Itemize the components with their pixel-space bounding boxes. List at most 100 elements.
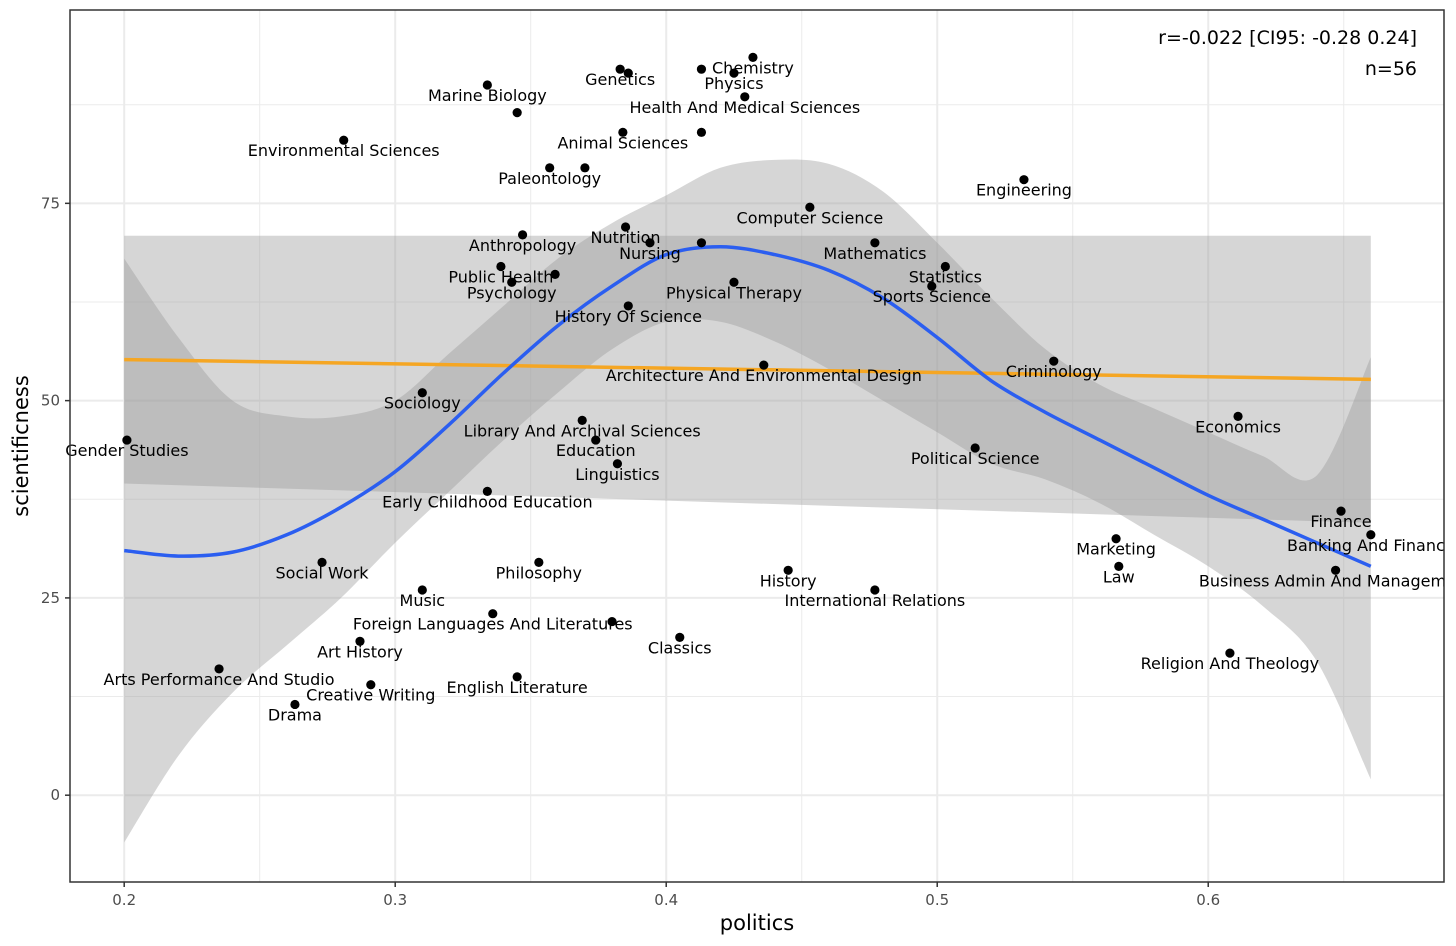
y-tick-label: 75 bbox=[41, 194, 60, 212]
data-point bbox=[550, 269, 560, 279]
x-tick-label: 0.6 bbox=[1196, 891, 1220, 909]
data-point-label: Library And Archival Sciences bbox=[464, 421, 701, 440]
data-point bbox=[512, 672, 522, 682]
data-point bbox=[355, 636, 365, 646]
data-point bbox=[623, 301, 633, 311]
data-point-label: History bbox=[760, 571, 817, 590]
data-point bbox=[417, 585, 427, 595]
data-point bbox=[488, 609, 498, 619]
data-point bbox=[366, 680, 376, 690]
data-point bbox=[545, 163, 555, 173]
data-point bbox=[620, 222, 631, 232]
data-point bbox=[870, 585, 880, 595]
data-point bbox=[591, 435, 601, 445]
data-point bbox=[580, 163, 590, 173]
data-point bbox=[1049, 356, 1059, 366]
data-point-label: Arts Performance And Studio bbox=[104, 670, 335, 689]
data-point bbox=[1336, 506, 1346, 516]
data-point bbox=[507, 277, 517, 287]
data-point bbox=[1019, 175, 1029, 185]
data-point-label: Linguistics bbox=[575, 465, 659, 484]
data-point-label: Psychology bbox=[467, 283, 557, 302]
fit-lines bbox=[124, 244, 1372, 568]
data-point-label: Engineering bbox=[976, 181, 1072, 200]
data-point bbox=[927, 281, 937, 291]
linear-fit-line bbox=[124, 357, 1371, 382]
x-tick-label: 0.3 bbox=[383, 891, 407, 909]
data-point-label: Nutrition bbox=[591, 228, 661, 247]
data-point-label: Foreign Languages And Literatures bbox=[353, 615, 633, 634]
data-point bbox=[534, 557, 544, 567]
x-axis-title: politics bbox=[720, 911, 794, 935]
data-point-label: Sports Science bbox=[873, 287, 991, 306]
data-point-label: Law bbox=[1103, 567, 1135, 586]
data-point-label: Public Health bbox=[448, 267, 553, 286]
data-point bbox=[805, 202, 815, 212]
data-point-label: Creative Writing bbox=[306, 686, 435, 705]
confidence-bands bbox=[124, 159, 1371, 843]
data-point bbox=[748, 52, 758, 62]
data-point-label: Business Admin And Management bbox=[1199, 571, 1456, 590]
data-point bbox=[612, 459, 623, 469]
data-point-label: Banking And Finance bbox=[1287, 536, 1455, 555]
annotations: r=-0.022 [CI95: -0.28 0.24] n=56 bbox=[1158, 27, 1417, 80]
data-point-label: International Relations bbox=[785, 591, 966, 610]
data-point-label: Gender Studies bbox=[65, 441, 188, 460]
data-point bbox=[290, 699, 300, 710]
data-point bbox=[214, 664, 224, 674]
data-point bbox=[1366, 530, 1376, 540]
grid-lines bbox=[70, 10, 1444, 882]
data-point-label: Statistics bbox=[909, 267, 982, 286]
data-point bbox=[970, 443, 980, 453]
data-point bbox=[482, 486, 492, 496]
data-point bbox=[417, 388, 427, 398]
point-labels: Chemistry Genetics Physics Marine Biology He… bbox=[65, 58, 1456, 724]
data-point-label: Physics bbox=[704, 74, 763, 93]
data-point-label: Philosophy bbox=[496, 563, 582, 582]
data-point bbox=[1114, 561, 1124, 571]
data-point bbox=[696, 64, 707, 74]
data-point bbox=[317, 557, 327, 567]
data-point-label: Animal Sciences bbox=[557, 133, 688, 152]
data-point bbox=[577, 415, 587, 425]
data-point-label: English Literature bbox=[447, 678, 588, 697]
data-point-label: Architecture And Environmental Design bbox=[606, 366, 922, 385]
data-point bbox=[122, 435, 132, 445]
sample-size-annotation: n=56 bbox=[1365, 58, 1417, 80]
data-point bbox=[517, 230, 528, 240]
data-point-label: Marine Biology bbox=[428, 86, 547, 105]
data-point-label: Computer Science bbox=[737, 208, 884, 227]
data-point-label: Finance bbox=[1310, 512, 1371, 531]
data-point bbox=[618, 127, 628, 137]
data-point-label: Marketing bbox=[1076, 540, 1156, 559]
data-point-label: Environmental Sciences bbox=[248, 141, 440, 160]
data-points bbox=[122, 52, 1376, 710]
data-point-label: History Of Science bbox=[555, 307, 702, 326]
data-point-label: Genetics bbox=[585, 70, 655, 89]
linear-fit-confidence-band bbox=[124, 235, 1371, 523]
loess-fit-confidence-band bbox=[124, 159, 1371, 843]
data-point bbox=[675, 632, 685, 642]
y-tick-label: 50 bbox=[41, 392, 60, 410]
data-point-label: Economics bbox=[1195, 417, 1281, 436]
data-point bbox=[615, 64, 625, 74]
data-point bbox=[940, 261, 950, 272]
data-point bbox=[696, 127, 707, 137]
data-point bbox=[482, 80, 492, 90]
x-tick-label: 0.4 bbox=[654, 891, 678, 909]
data-point-label: Mathematics bbox=[823, 244, 926, 263]
axes: 0.2 0.3 0.4 0.5 0.6 0 25 50 75 politics scientific… bbox=[9, 9, 1445, 935]
panel-border bbox=[69, 9, 1445, 883]
data-point bbox=[512, 107, 522, 118]
correlation-annotation: r=-0.022 [CI95: -0.28 0.24] bbox=[1158, 27, 1417, 49]
data-point-label: Education bbox=[556, 441, 636, 460]
panel-background bbox=[70, 10, 1444, 882]
loess-fit-line bbox=[124, 244, 1372, 568]
x-tick-label: 0.2 bbox=[112, 891, 136, 909]
data-point-label: Chemistry bbox=[712, 58, 794, 77]
data-point-label: Social Work bbox=[276, 563, 370, 582]
data-point bbox=[623, 68, 633, 78]
data-point bbox=[759, 360, 769, 370]
